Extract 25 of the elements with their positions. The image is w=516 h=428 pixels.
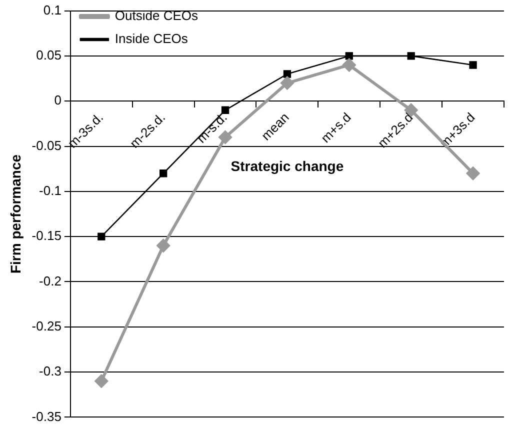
point [283, 70, 292, 78]
y-tick-label: -0.05 [32, 138, 62, 153]
point [160, 170, 168, 178]
point [280, 76, 294, 90]
point [221, 106, 230, 114]
y-tick-label: 0.05 [36, 48, 62, 63]
y-tick-label: -0.2 [39, 273, 62, 288]
y-tick-label: -0.15 [32, 228, 62, 244]
legend-label: Inside CEOs [114, 31, 188, 46]
point [466, 166, 480, 180]
point [407, 52, 415, 60]
point [469, 61, 477, 69]
point [345, 52, 353, 60]
y-tick-label: -0.1 [39, 183, 62, 198]
point [98, 232, 106, 240]
point [156, 239, 170, 252]
y-tick-label: -0.35 [32, 408, 62, 424]
point [94, 374, 108, 388]
y-tick-label: 0.1 [43, 2, 62, 18]
y-tick-label: -0.25 [32, 318, 62, 334]
y-tick-label: 0 [54, 92, 62, 108]
point [342, 58, 356, 72]
x-axis-title: Strategic change [230, 158, 344, 174]
y-tick-label: -0.3 [39, 364, 62, 379]
y-axis-title: Firm performance [7, 154, 24, 274]
